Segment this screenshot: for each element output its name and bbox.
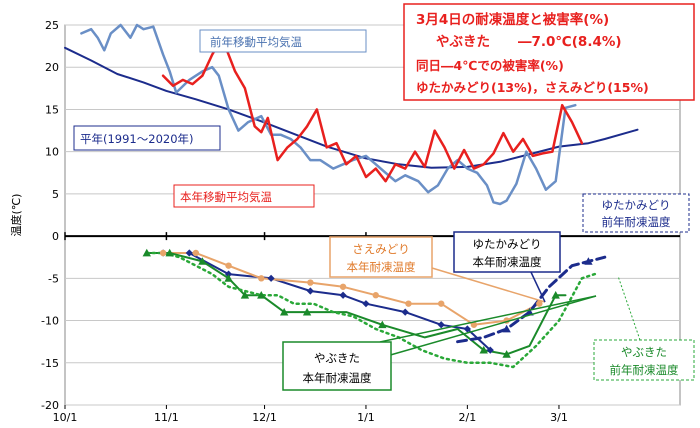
svg-text:やぶきた: やぶきた — [436, 34, 490, 50]
label-heinen: 平年(1991～2020年) — [73, 125, 221, 151]
series-line-1 — [80, 23, 577, 206]
y-tick-label: 0 — [52, 230, 59, 243]
x-tick-label: 11/1 — [154, 411, 179, 424]
svg-text:平年(1991～2020年): 平年(1991～2020年) — [80, 132, 194, 146]
svg-text:前年耐凍温度: 前年耐凍温度 — [602, 215, 671, 229]
label-yutakamidori-honnen: ゆたかみどり 本年耐凍温度 — [453, 231, 561, 303]
marker-circle — [470, 321, 478, 328]
marker-circle — [437, 300, 445, 307]
marker-triangle — [502, 324, 511, 333]
marker-triangle — [279, 307, 289, 316]
marker-triangle — [257, 291, 266, 299]
marker-circle — [339, 283, 347, 290]
svg-text:本年耐凍温度: 本年耐凍温度 — [347, 260, 416, 274]
svg-text:前年耐凍温度: 前年耐凍温度 — [610, 363, 679, 377]
y-tick-label: -10 — [41, 315, 59, 328]
marker-diamond — [362, 300, 370, 308]
series-line-2 — [161, 36, 584, 183]
marker-diamond — [306, 287, 314, 295]
marker-circle — [536, 300, 543, 307]
marker-diamond — [224, 270, 233, 278]
svg-text:ゆたかみどり: ゆたかみどり — [602, 198, 671, 212]
info-box: 3月4日の耐凍温度と被害率(%) やぶきた ―7.0℃(8.4%) 同日―4℃で… — [403, 3, 695, 101]
svg-text:本年移動平均気温: 本年移動平均気温 — [180, 190, 272, 204]
y-tick-label: -20 — [41, 399, 59, 412]
marker-triangle — [224, 274, 233, 282]
svg-text:ゆたかみどり: ゆたかみどり — [473, 237, 542, 251]
marker-circle — [225, 262, 232, 269]
series-line-6 — [456, 255, 607, 344]
svg-text:やぶきた: やぶきた — [314, 351, 360, 365]
marker-circle — [405, 300, 412, 307]
marker-diamond — [401, 308, 409, 316]
y-tick-label: 10 — [45, 146, 59, 159]
marker-triangle — [502, 350, 511, 358]
marker-diamond — [339, 291, 347, 299]
marker-triangle — [302, 307, 312, 316]
y-tick-label: 20 — [45, 61, 59, 74]
series-line-4 — [162, 252, 541, 326]
marker-triangle — [142, 248, 151, 257]
y-tick-label: -5 — [48, 272, 59, 285]
marker-triangle — [165, 248, 174, 257]
series-line-7 — [145, 251, 597, 369]
y-tick-label: 25 — [45, 19, 59, 32]
series-line-5 — [145, 252, 567, 356]
marker-circle — [372, 292, 379, 299]
label-honnen-idou: 本年移動平均気温 — [173, 184, 315, 208]
label-zennen-idou: 前年移動平均気温 — [199, 29, 367, 53]
marker-triangle — [525, 307, 534, 316]
marker-triangle — [240, 291, 250, 299]
marker-diamond — [267, 274, 275, 282]
svg-text:ゆたかみどり(13%)，さえみどり(15%): ゆたかみどり(13%)，さえみどり(15%) — [416, 80, 649, 95]
marker-triangle — [479, 345, 488, 354]
marker-circle — [258, 275, 265, 282]
x-tick-label: 3/1 — [550, 411, 568, 424]
svg-text:同日―4℃での被害率(%): 同日―4℃での被害率(%) — [416, 58, 564, 73]
svg-text:本年耐凍温度: 本年耐凍温度 — [473, 255, 542, 269]
marker-diamond — [486, 346, 494, 354]
label-yabukita-zennen: やぶきた 前年耐凍温度 — [593, 275, 695, 381]
svg-text:前年移動平均気温: 前年移動平均気温 — [210, 35, 302, 49]
y-tick-label: -15 — [41, 357, 59, 370]
x-tick-label: 1/1 — [357, 411, 375, 424]
marker-diamond — [437, 321, 445, 329]
series-line-0 — [64, 46, 639, 169]
y-tick-label: 5 — [52, 188, 59, 201]
svg-text:さえみどり: さえみどり — [352, 242, 410, 256]
svg-text:やぶきた: やぶきた — [621, 345, 667, 359]
svg-text:3月4日の耐凍温度と被害率(%): 3月4日の耐凍温度と被害率(%) — [416, 11, 609, 28]
markers-layer — [142, 248, 593, 358]
label-yabukita-honnen: やぶきた 本年耐凍温度 — [282, 295, 597, 391]
marker-circle — [192, 249, 200, 257]
marker-circle — [307, 279, 314, 286]
x-tick-label: 10/1 — [53, 411, 78, 424]
marker-diamond — [185, 249, 193, 257]
y-axis-label: 温度(℃) — [9, 194, 23, 237]
marker-triangle — [378, 320, 387, 329]
svg-text:―7.0℃(8.4%): ―7.0℃(8.4%) — [518, 34, 622, 50]
svg-text:本年耐凍温度: 本年耐凍温度 — [303, 371, 372, 385]
label-yutakamidori-zennen: ゆたかみどり 前年耐凍温度 — [582, 193, 690, 233]
x-tick-label: 12/1 — [252, 411, 277, 424]
marker-triangle — [584, 257, 593, 265]
y-tick-label: 15 — [45, 103, 59, 116]
marker-diamond — [463, 325, 471, 333]
marker-triangle — [551, 291, 560, 299]
marker-circle — [159, 249, 167, 257]
x-tick-label: 2/1 — [459, 411, 477, 424]
marker-triangle — [198, 257, 207, 265]
label-saemidori: さえみどり 本年耐凍温度 — [329, 236, 546, 303]
